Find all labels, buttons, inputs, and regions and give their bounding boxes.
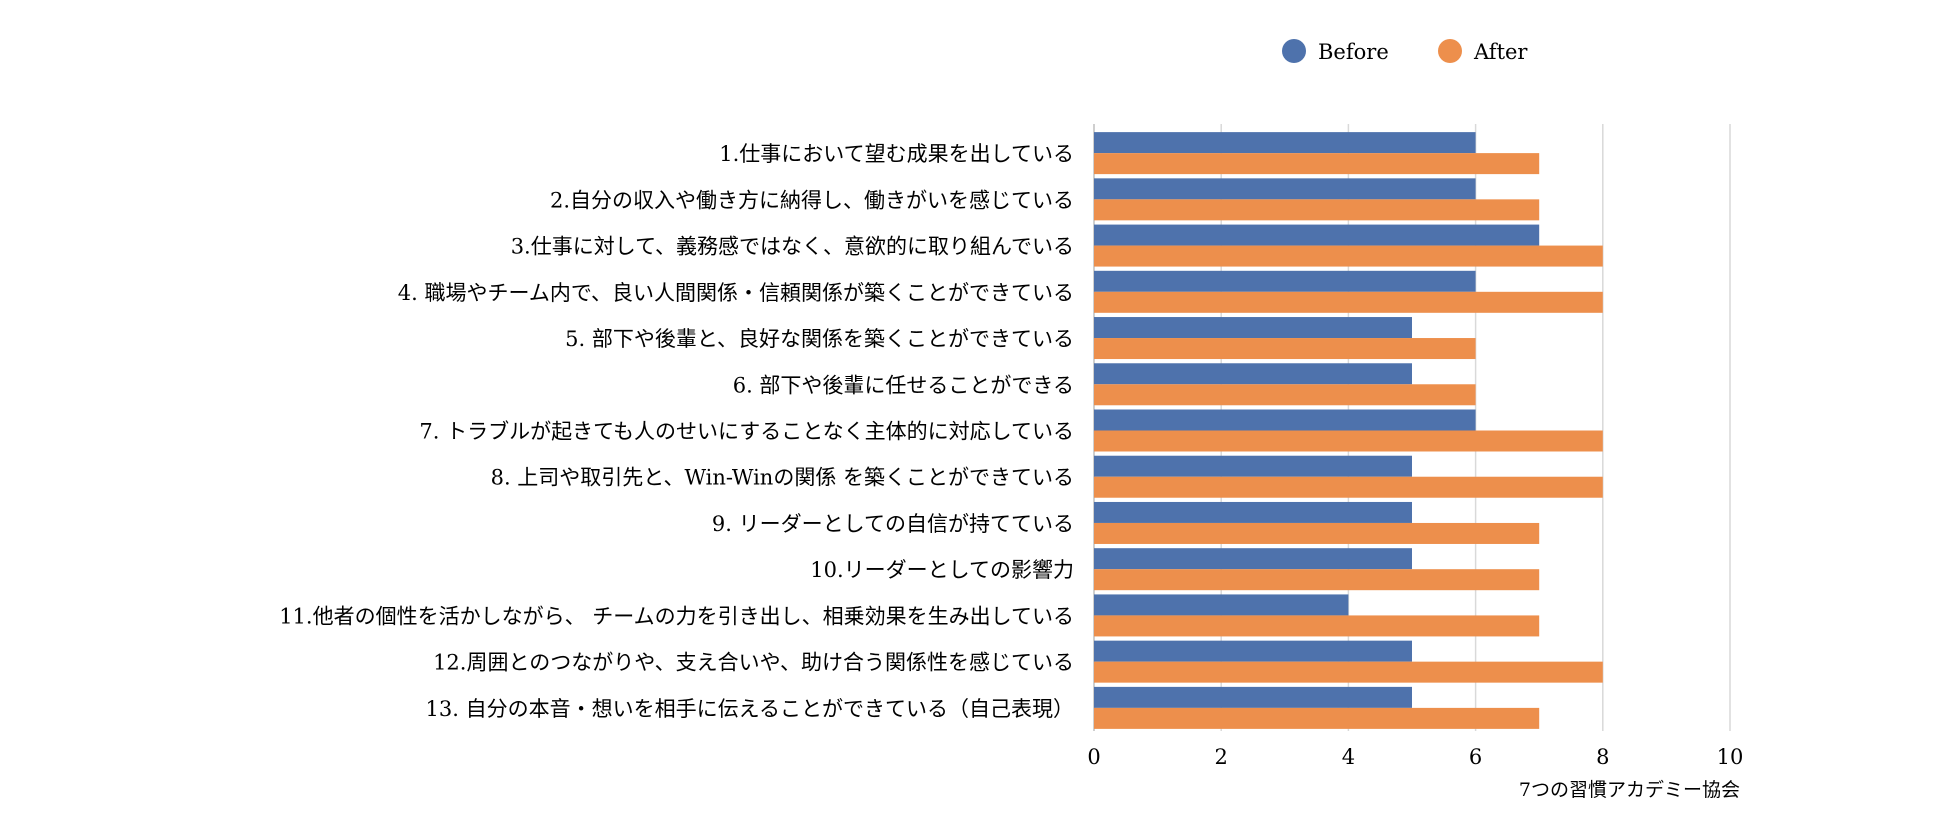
- bar-before: [1094, 317, 1412, 339]
- category-label: 11.他者の個性を活かしながら、 チームの力を引き出し、相乗効果を生み出している: [279, 604, 1074, 628]
- bar-after: [1094, 615, 1540, 637]
- bar-after: [1094, 153, 1540, 175]
- bar-after: [1094, 661, 1603, 683]
- category-label: 13. 自分の本音・想いを相手に伝えることができている（自己表現）: [426, 697, 1074, 721]
- bar-after: [1094, 384, 1476, 406]
- bar-before: [1094, 363, 1412, 385]
- bar-after: [1094, 199, 1540, 221]
- bar-before: [1094, 501, 1412, 523]
- category-label: 3.仕事に対して、義務感ではなく、意欲的に取り組んでいる: [511, 235, 1074, 259]
- x-tick-label: 4: [1342, 745, 1355, 769]
- bar-after: [1094, 430, 1603, 452]
- category-label: 5. 部下や後輩と、良好な関係を築くことができている: [565, 327, 1074, 351]
- category-label: 2.自分の収入や働き方に納得し、働きがいを感じている: [550, 188, 1074, 212]
- legend-marker-before: [1282, 39, 1306, 63]
- bar-before: [1094, 409, 1476, 431]
- legend-label: After: [1473, 40, 1528, 64]
- bar-after: [1094, 291, 1603, 313]
- legend-label: Before: [1318, 40, 1389, 64]
- category-label: 9. リーダーとしての自信が持てている: [712, 512, 1074, 536]
- bar-before: [1094, 548, 1412, 570]
- category-label: 4. 職場やチーム内で、良い人間関係・信頼関係が築くことができている: [398, 281, 1074, 305]
- category-label: 8. 上司や取引先と、Win-Winの関係 を築くことができている: [491, 466, 1074, 490]
- bar-after: [1094, 707, 1540, 729]
- legend-marker-after: [1438, 39, 1462, 63]
- x-tick-label: 0: [1087, 745, 1100, 769]
- x-tick-label: 2: [1215, 745, 1228, 769]
- category-label: 12.周囲とのつながりや、支え合いや、助け合う関係性を感じている: [433, 651, 1074, 675]
- bar-after: [1094, 569, 1540, 591]
- bar-before: [1094, 640, 1412, 662]
- category-label: 1.仕事において望む成果を出している: [719, 142, 1074, 166]
- bar-before: [1094, 686, 1412, 708]
- bar-before: [1094, 455, 1412, 477]
- category-label: 6. 部下や後輩に任せることができる: [733, 373, 1074, 397]
- bar-before: [1094, 224, 1540, 246]
- bar-after: [1094, 522, 1540, 544]
- bar-after: [1094, 245, 1603, 267]
- bar-before: [1094, 132, 1476, 154]
- category-label: 10.リーダーとしての影響力: [810, 558, 1074, 582]
- x-tick-label: 6: [1469, 745, 1482, 769]
- x-tick-label: 8: [1596, 745, 1609, 769]
- bar-before: [1094, 594, 1349, 616]
- bar-before: [1094, 178, 1476, 200]
- x-tick-label: 10: [1717, 745, 1744, 769]
- bar-after: [1094, 338, 1476, 360]
- category-label: 7. トラブルが起きても人のせいにすることなく主体的に対応している: [419, 420, 1074, 444]
- source-note: 7つの習慣アカデミー協会: [1519, 779, 1740, 801]
- bar-before: [1094, 270, 1476, 292]
- bar-after: [1094, 476, 1603, 498]
